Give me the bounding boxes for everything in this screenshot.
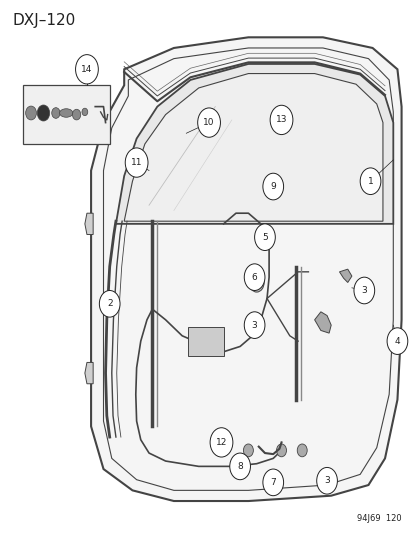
Circle shape [220, 439, 230, 451]
Circle shape [243, 444, 253, 457]
Text: 94J69  120: 94J69 120 [356, 514, 401, 523]
Circle shape [249, 273, 263, 292]
Circle shape [244, 312, 264, 338]
Circle shape [210, 427, 232, 457]
Text: 7: 7 [270, 478, 275, 487]
Circle shape [254, 224, 275, 251]
Text: 9: 9 [270, 182, 275, 191]
Polygon shape [314, 312, 330, 333]
Polygon shape [85, 362, 93, 384]
Circle shape [197, 108, 220, 137]
Circle shape [262, 173, 283, 200]
Polygon shape [124, 74, 382, 221]
Circle shape [75, 54, 98, 84]
Text: 12: 12 [215, 438, 227, 447]
Text: 13: 13 [275, 116, 287, 124]
Text: 11: 11 [131, 158, 142, 167]
Text: 3: 3 [323, 477, 329, 485]
Text: 5: 5 [261, 233, 267, 241]
Circle shape [82, 108, 88, 116]
Circle shape [353, 277, 374, 304]
Text: 4: 4 [394, 337, 399, 345]
Polygon shape [91, 37, 401, 501]
Text: 8: 8 [237, 462, 242, 471]
Text: 2: 2 [107, 300, 112, 308]
Text: 14: 14 [81, 65, 93, 74]
Polygon shape [23, 85, 109, 144]
Text: 3: 3 [251, 321, 257, 329]
Circle shape [125, 148, 148, 177]
Text: 1: 1 [367, 177, 373, 185]
Text: DXJ–120: DXJ–120 [12, 13, 76, 28]
Circle shape [229, 453, 250, 480]
Text: 6: 6 [251, 273, 257, 281]
Polygon shape [116, 64, 392, 224]
Circle shape [262, 469, 283, 496]
Ellipse shape [59, 109, 73, 117]
FancyBboxPatch shape [187, 327, 224, 356]
Circle shape [276, 444, 286, 457]
Circle shape [52, 108, 60, 118]
Circle shape [99, 290, 120, 317]
Circle shape [386, 328, 407, 354]
Text: 3: 3 [361, 286, 366, 295]
Circle shape [244, 264, 264, 290]
Circle shape [72, 109, 81, 120]
Circle shape [359, 168, 380, 195]
Polygon shape [339, 269, 351, 282]
Polygon shape [85, 213, 93, 235]
Circle shape [270, 106, 292, 135]
Circle shape [297, 444, 306, 457]
Circle shape [26, 106, 36, 120]
Circle shape [37, 105, 50, 121]
Text: 10: 10 [203, 118, 214, 127]
Circle shape [316, 467, 337, 494]
